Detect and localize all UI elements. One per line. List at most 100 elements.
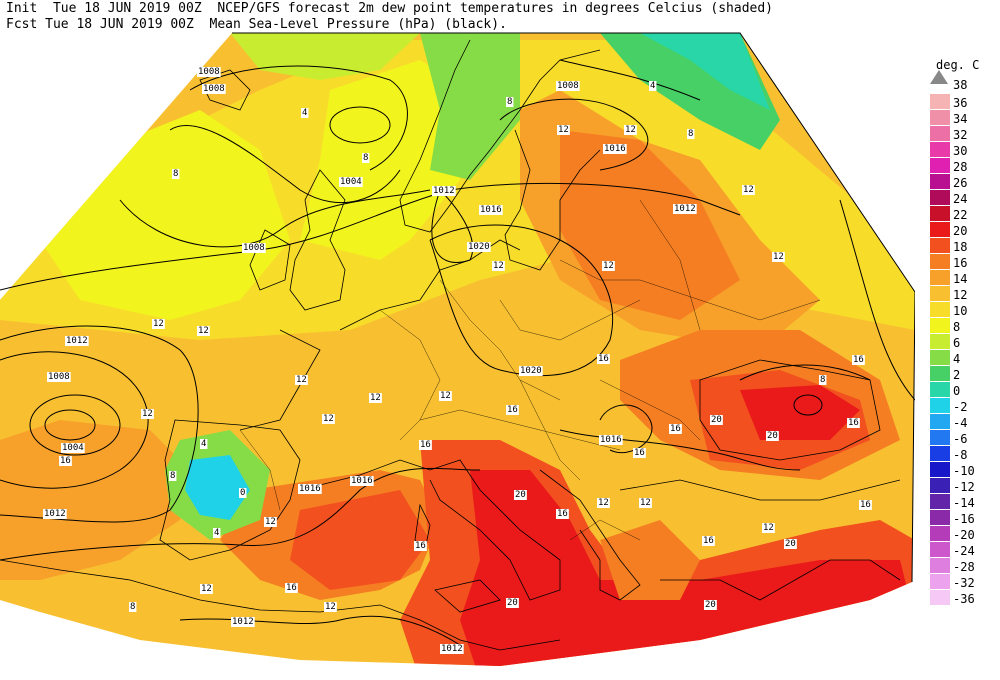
legend-swatch — [930, 574, 950, 589]
legend-swatch — [930, 478, 950, 493]
label-background — [339, 177, 363, 187]
legend-swatch — [930, 350, 950, 365]
legend-level: -4 — [928, 414, 990, 430]
legend-swatch — [930, 446, 950, 461]
dewpoint-label: 12 — [603, 261, 614, 271]
legend-label: -10 — [953, 464, 975, 478]
label-background — [301, 108, 309, 118]
pressure-label: 1012 — [66, 336, 88, 346]
legend-label: 34 — [953, 112, 968, 126]
legend-swatch — [930, 206, 950, 221]
legend-label: 26 — [953, 176, 968, 190]
legend-swatch — [930, 318, 950, 333]
label-background — [197, 326, 210, 336]
legend-swatch — [930, 110, 950, 125]
coastlines — [0, 39, 901, 651]
label-background — [639, 498, 652, 508]
label-background — [514, 490, 527, 500]
label-background — [649, 81, 657, 91]
legend-overflow-triangle-icon — [930, 70, 948, 84]
legend-level: 20 — [928, 222, 990, 238]
legend-label: -8 — [953, 448, 968, 462]
label-background — [322, 414, 335, 424]
pressure-label: 1012 — [232, 617, 254, 627]
dewpoint-label: 16 — [853, 355, 864, 365]
legend-level: 6 — [928, 334, 990, 350]
dewpoint-label: 16 — [670, 424, 681, 434]
legend-swatch — [930, 158, 950, 173]
label-background — [742, 185, 755, 195]
dewpoint-label: 12 — [773, 252, 784, 262]
legend-swatch — [930, 286, 950, 301]
legend-label: 16 — [953, 256, 968, 270]
dewpoint-label: 8 — [170, 471, 175, 481]
label-background — [687, 129, 695, 139]
legend-level: 4 — [928, 350, 990, 366]
legend-level: 36 — [928, 94, 990, 110]
dewpoint-label: 20 — [785, 539, 796, 549]
isobars — [0, 59, 915, 646]
label-background — [172, 169, 180, 179]
pressure-label: 1020 — [520, 366, 542, 376]
legend-label: -6 — [953, 432, 968, 446]
dewpoint-label: 20 — [705, 600, 716, 610]
pressure-label: 1004 — [62, 443, 84, 453]
label-background — [597, 354, 610, 364]
dewpoint-label: 8 — [130, 602, 135, 612]
dewpoint-label: 12 — [640, 498, 651, 508]
legend-swatch — [930, 558, 950, 573]
dewpoint-labels: 4 8 4 8 12 12 8 8 12 12 12 12 16 12 12 1… — [59, 81, 872, 612]
label-background — [239, 488, 247, 498]
dewpoint-label: 12 — [743, 185, 754, 195]
dewpoint-label: 12 — [493, 261, 504, 271]
label-background — [772, 252, 785, 262]
legend-level: 14 — [928, 270, 990, 286]
dewpoint-label: 16 — [848, 418, 859, 428]
legend-label: 14 — [953, 272, 968, 286]
legend-swatch — [930, 142, 950, 157]
label-background — [467, 242, 491, 252]
label-background — [200, 584, 213, 594]
legend-label: 30 — [953, 144, 968, 158]
label-background — [506, 97, 514, 107]
legend-label: 2 — [953, 368, 961, 382]
pressure-label: 1020 — [468, 242, 490, 252]
label-background — [599, 435, 623, 445]
legend-swatch — [930, 590, 950, 605]
legend-label: 24 — [953, 192, 968, 206]
label-background — [602, 261, 615, 271]
legend-level: -36 — [928, 590, 990, 606]
legend-level: -12 — [928, 478, 990, 494]
legend-swatch — [930, 302, 950, 317]
legend-level: -6 — [928, 430, 990, 446]
legend-swatch — [930, 542, 950, 557]
dewpoint-label: 16 — [557, 509, 568, 519]
dewpoint-label: 12 — [763, 523, 774, 533]
legend-level: 12 — [928, 286, 990, 302]
legend-swatch — [930, 494, 950, 509]
dewpoint-label: 8 — [688, 129, 693, 139]
legend-swatch — [930, 94, 950, 109]
dewpoint-label: 12 — [440, 391, 451, 401]
header-line-2: Fcst Tue 18 JUN 2019 00Z Mean Sea-Level … — [6, 17, 507, 32]
label-background — [852, 355, 865, 365]
legend-label: 0 — [953, 384, 961, 398]
dewpoint-label: 12 — [265, 517, 276, 527]
label-background — [202, 84, 226, 94]
legend-unit: deg. C — [936, 58, 980, 72]
label-background — [65, 336, 89, 346]
legend-level: 18 — [928, 238, 990, 254]
label-background — [506, 405, 519, 415]
legend-label: 12 — [953, 288, 968, 302]
legend-label: -14 — [953, 496, 975, 510]
legend-swatch — [930, 398, 950, 413]
legend-level: 28 — [928, 158, 990, 174]
dewpoint-label: 16 — [286, 583, 297, 593]
legend-level: 26 — [928, 174, 990, 190]
dewpoint-label: 20 — [507, 598, 518, 608]
legend-top-value: 38 — [953, 78, 968, 92]
dewpoint-label: 20 — [515, 490, 526, 500]
label-background — [479, 205, 503, 215]
dewpoint-label: 16 — [860, 500, 871, 510]
legend-swatch — [930, 366, 950, 381]
